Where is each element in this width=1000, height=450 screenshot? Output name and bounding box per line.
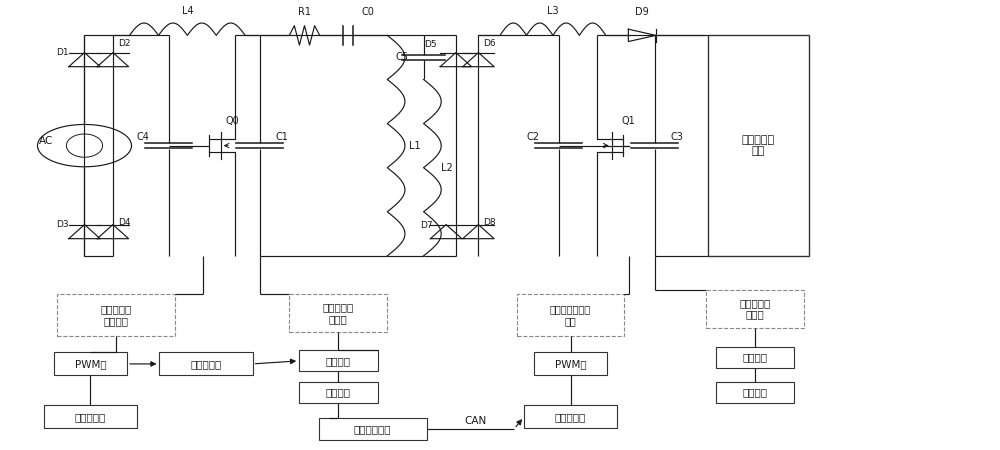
- Text: AC: AC: [39, 136, 54, 146]
- Text: D3: D3: [57, 220, 69, 229]
- Text: PWM波: PWM波: [75, 359, 106, 369]
- Text: Q1: Q1: [622, 117, 635, 126]
- Text: C3: C3: [671, 132, 683, 142]
- Text: 温度检测: 温度检测: [742, 387, 767, 398]
- Bar: [524, 405, 617, 428]
- Bar: [534, 352, 607, 375]
- Bar: [706, 290, 804, 328]
- Text: 电流检测: 电流检测: [742, 352, 767, 362]
- Bar: [517, 294, 624, 336]
- Text: Q0: Q0: [226, 117, 239, 126]
- Bar: [159, 352, 253, 375]
- Text: L4: L4: [182, 6, 193, 16]
- Text: 第一控制器: 第一控制器: [75, 412, 106, 422]
- Bar: [54, 352, 127, 375]
- Text: C0: C0: [362, 8, 375, 18]
- Text: 比较电路: 比较电路: [326, 356, 351, 366]
- Bar: [708, 36, 809, 256]
- Text: PWM波: PWM波: [555, 359, 586, 369]
- Text: 第二控制器: 第二控制器: [555, 412, 586, 422]
- Bar: [299, 350, 378, 371]
- Text: CAN: CAN: [464, 416, 486, 426]
- Text: 放电电路: 放电电路: [326, 387, 351, 398]
- Text: R1: R1: [298, 8, 311, 18]
- Text: D1: D1: [57, 48, 69, 57]
- Text: C4: C4: [137, 132, 150, 142]
- Text: D5: D5: [424, 40, 436, 49]
- Bar: [57, 294, 175, 336]
- Bar: [289, 294, 387, 332]
- Bar: [716, 382, 794, 403]
- Text: L2: L2: [441, 162, 453, 173]
- Bar: [299, 382, 378, 403]
- Text: 第一电压检
测电路: 第一电压检 测电路: [323, 302, 354, 324]
- Text: D4: D4: [118, 218, 130, 227]
- Text: 锁相环电路: 锁相环电路: [190, 359, 222, 369]
- Text: C2: C2: [527, 132, 540, 142]
- Text: D2: D2: [118, 39, 130, 48]
- Text: L1: L1: [409, 140, 420, 151]
- Text: D9: D9: [635, 8, 649, 18]
- Text: D6: D6: [483, 39, 496, 48]
- Text: C5: C5: [395, 52, 408, 63]
- Bar: [44, 405, 137, 428]
- Text: 第一驱动及
保护电路: 第一驱动及 保护电路: [100, 305, 131, 326]
- Text: L3: L3: [547, 6, 559, 16]
- Text: 第二驱动及保护
电路: 第二驱动及保护 电路: [550, 305, 591, 326]
- Text: 电池管理系统: 电池管理系统: [354, 424, 391, 434]
- Text: 电动汽车电
池组: 电动汽车电 池组: [742, 135, 775, 157]
- Text: D8: D8: [483, 218, 496, 227]
- Bar: [716, 346, 794, 368]
- Text: C1: C1: [276, 132, 288, 142]
- Bar: [319, 418, 426, 440]
- Text: D7: D7: [420, 220, 433, 230]
- Text: 第二电压检
测电路: 第二电压检 测电路: [739, 298, 770, 320]
